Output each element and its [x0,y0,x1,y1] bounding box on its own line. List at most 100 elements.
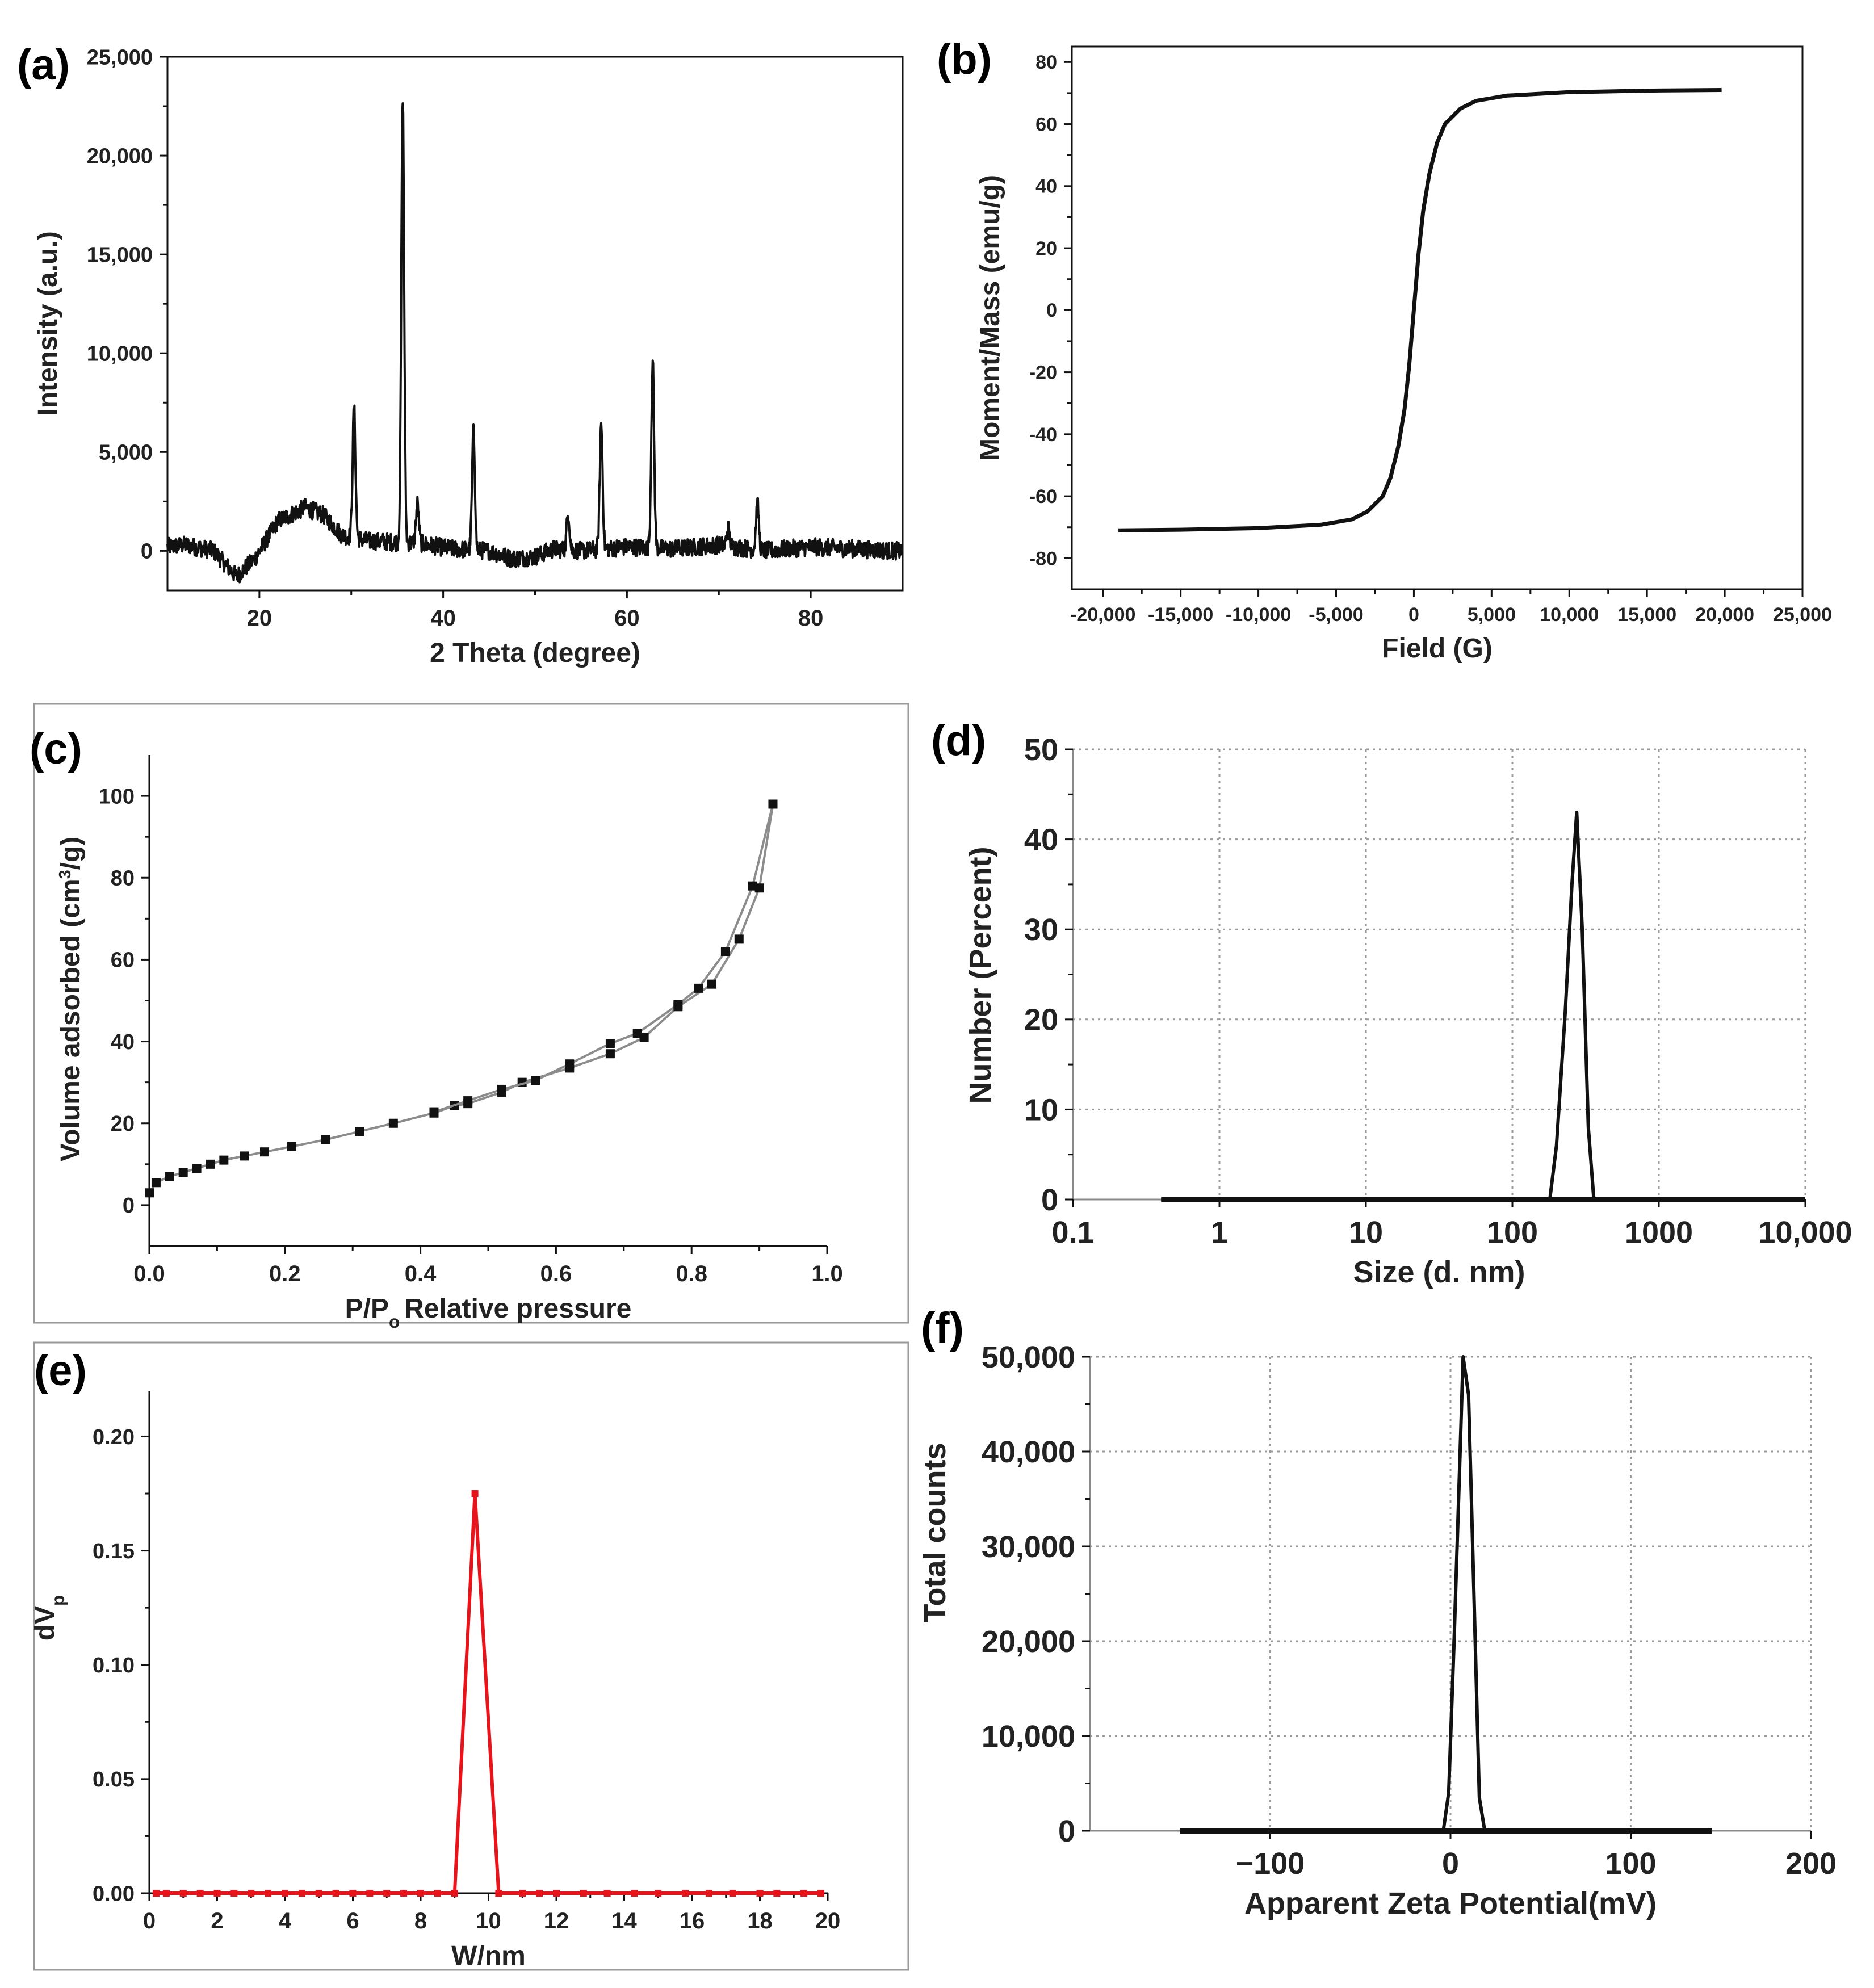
panel-a-label: (a) [17,41,70,89]
y-tick-label: 0 [123,1194,135,1218]
pore-distribution-point [705,1890,712,1897]
xrd-series-line [166,102,902,584]
panel-b: (b) -20,000 -15,000 -10,000 -5,000 0 5,000 10,0… [937,35,1832,664]
x-axis-title: Size (d. nm) [1353,1255,1525,1289]
desorption-point [632,1029,642,1038]
panel-d: (d) 0.1 1 10 100 1000 10,000 0 10 20 30 40 50 Size (d… [931,716,1852,1289]
pore-distribution-point [729,1890,736,1897]
pore-distribution-point [196,1890,204,1897]
y-tick-label: 0.15 [93,1540,135,1563]
pore-distribution-point [756,1890,764,1897]
pore-distribution-point [332,1890,339,1897]
y-tick-label: 30 [1024,913,1058,947]
x-tick-label: 0.4 [405,1261,437,1286]
panel-c-label: (c) [30,725,82,773]
y-axis-title: Moment/Mass (emu/g) [975,175,1005,461]
pore-distribution-point [248,1890,255,1897]
y-tick-label: 20,000 [982,1625,1075,1659]
desorption-point [429,1107,439,1117]
x-tick-label: −100 [1236,1847,1305,1881]
y-tick-label: 0.10 [93,1654,135,1677]
pore-distribution-point [631,1890,638,1897]
pore-distribution-point [400,1890,408,1897]
y-tick-label: -80 [1029,548,1057,569]
desorption-point [720,947,730,956]
y-tick-label: 20,000 [87,144,153,168]
pore-distribution-point [682,1890,689,1897]
y-tick-label: 100 [99,785,135,808]
pore-distribution-point [230,1890,238,1897]
x-tick-label: 6 [346,1909,359,1934]
adsorption-point [219,1155,229,1165]
panels: (a)20 40 60 8005,00010,00015,00020,00025,00… [17,35,1852,1971]
y-axis-title: Intensity (a.u.) [33,231,63,416]
pore-distribution-point [383,1890,391,1897]
pore-distribution-point [817,1890,825,1897]
y-tick-label: 30,000 [982,1530,1075,1564]
panel-b-label: (b) [937,35,992,83]
size-distribution-line [1161,811,1805,1201]
panel-c: (c) 0.0 0.2 0.4 0.6 0.8 1.0 0 20 40 60 80 100 P/Po Rel… [30,703,909,1332]
adsorption-point [240,1151,249,1161]
pore-distribution-point [282,1890,288,1897]
adsorption-point [145,1188,154,1198]
pore-distribution-point [471,1490,479,1498]
y-tick-label: 40,000 [982,1435,1075,1469]
x-axis-title: W/nm [451,1941,526,1971]
desorption-point [673,1000,683,1009]
y-axis-title-subscript: p [48,1595,68,1606]
x-tick-label: 40 [430,606,456,631]
y-tick-label: 10,000 [982,1719,1075,1754]
desorption-point [497,1084,506,1094]
panel-a: (a) 20 40 60 80 0 5,000 10,000 15,000 20,000 25,00… [17,41,904,668]
x-axis-title: Apparent Zeta Potential(mV) [1244,1886,1657,1920]
x-tick-label: 80 [798,606,824,631]
y-tick-label: 40 [1035,176,1057,198]
adsorption-point [151,1178,161,1188]
y-tick-label: -60 [1029,486,1057,508]
x-tick-label: 10 [1349,1215,1383,1249]
pore-distribution-point [451,1890,458,1897]
pore-distribution-point [553,1890,560,1897]
pore-distribution-point [603,1890,611,1897]
x-tick-label: 0 [143,1909,156,1934]
panel-e: (e) 0 2 4 6 8 10 12 14 16 18 20 0.00 0.05 0.10 0.15 0.20… [30,1341,909,1971]
desorption-point [605,1039,615,1048]
x-tick-label: 60 [614,606,640,631]
x-tick-label: 16 [680,1909,705,1934]
pore-distribution-point [800,1890,808,1897]
adsorption-point [192,1164,202,1173]
x-axis-title-subscript: o [389,1312,400,1332]
y-axis-title-superscript: 3 [56,870,74,879]
y-tick-label: 0.00 [93,1882,135,1906]
x-axis-title-main: P/P [345,1294,389,1324]
pore-distribution-point [349,1890,357,1897]
pore-distribution-point [773,1890,781,1897]
y-axis-title-main: Volume adsorbed (cm [56,879,86,1161]
desorption-point [694,983,703,993]
y-tick-label: 0.05 [93,1768,135,1792]
y-tick-label: 80 [111,867,135,891]
pore-distribution-point [434,1890,441,1897]
x-tick-label: 0 [1408,604,1419,626]
x-tick-label: 200 [1785,1847,1837,1881]
x-tick-label: 12 [544,1909,569,1934]
adsorption-point [321,1135,330,1144]
x-tick-label: 25,000 [1773,604,1832,626]
x-tick-label: 10,000 [1758,1215,1852,1249]
y-tick-label: 15,000 [87,243,153,267]
pore-distribution-point [580,1890,587,1897]
x-tick-label: 18 [747,1909,773,1934]
pore-distribution-point [213,1890,221,1897]
panel-d-label: (d) [931,716,986,765]
y-tick-label: -40 [1029,424,1057,446]
y-axis-title: Volume adsorbed (cm3/g) [56,837,86,1162]
x-tick-label: 100 [1605,1847,1656,1881]
pore-distribution-point [179,1890,187,1897]
x-tick-label: 4 [279,1909,292,1934]
x-axis-title: 2 Theta (degree) [430,638,640,668]
y-tick-label: 60 [1035,114,1057,135]
x-tick-label: 14 [611,1909,637,1934]
adsorption-point [165,1172,174,1181]
y-axis-title-main: dV [30,1606,60,1641]
